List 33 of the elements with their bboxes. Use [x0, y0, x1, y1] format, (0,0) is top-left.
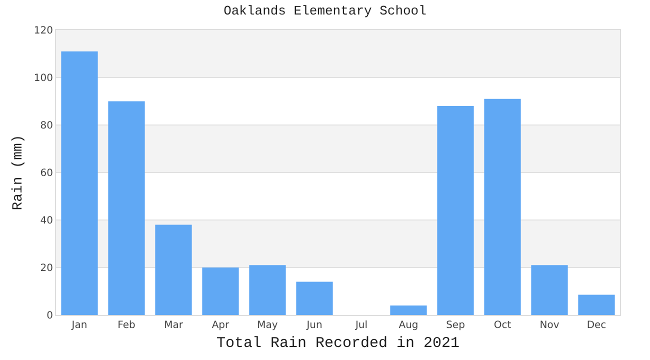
bar: [484, 98, 521, 315]
x-tick-label: Sep: [446, 320, 465, 331]
x-tick-label: Oct: [494, 320, 512, 331]
x-tick-label: Nov: [540, 320, 560, 331]
bar: [249, 265, 286, 315]
bar: [531, 265, 568, 315]
x-tick-label: Jul: [354, 320, 368, 331]
bar: [61, 51, 98, 315]
y-tick-label: 40: [40, 216, 53, 226]
y-tick-label: 120: [34, 26, 53, 36]
x-tick-label: Mar: [164, 320, 184, 331]
bar: [390, 306, 427, 315]
bar: [202, 268, 239, 315]
bar: [578, 294, 615, 315]
bar: [296, 282, 333, 315]
x-tick-label: Feb: [118, 320, 136, 331]
bar: [155, 224, 192, 315]
chart-title: Oaklands Elementary School: [224, 4, 427, 18]
x-tick-label: May: [257, 320, 278, 331]
x-tick-label: Apr: [212, 320, 230, 331]
x-tick-label: Aug: [398, 320, 418, 331]
y-tick-label: 0: [46, 310, 53, 322]
x-axis-title: Total Rain Recorded in 2021: [216, 335, 460, 352]
bar: [108, 101, 145, 315]
x-tick-label: Dec: [586, 320, 606, 331]
y-tick-label: 100: [34, 73, 53, 84]
y-tick-label: 80: [40, 120, 53, 132]
x-tick-label: Jan: [70, 320, 88, 331]
x-tick-label: Jun: [306, 320, 322, 331]
bar: [437, 106, 474, 315]
y-tick-label: 20: [40, 263, 53, 274]
y-axis-title: Rain (mm): [10, 134, 27, 210]
y-tick-label: 60: [40, 168, 53, 179]
